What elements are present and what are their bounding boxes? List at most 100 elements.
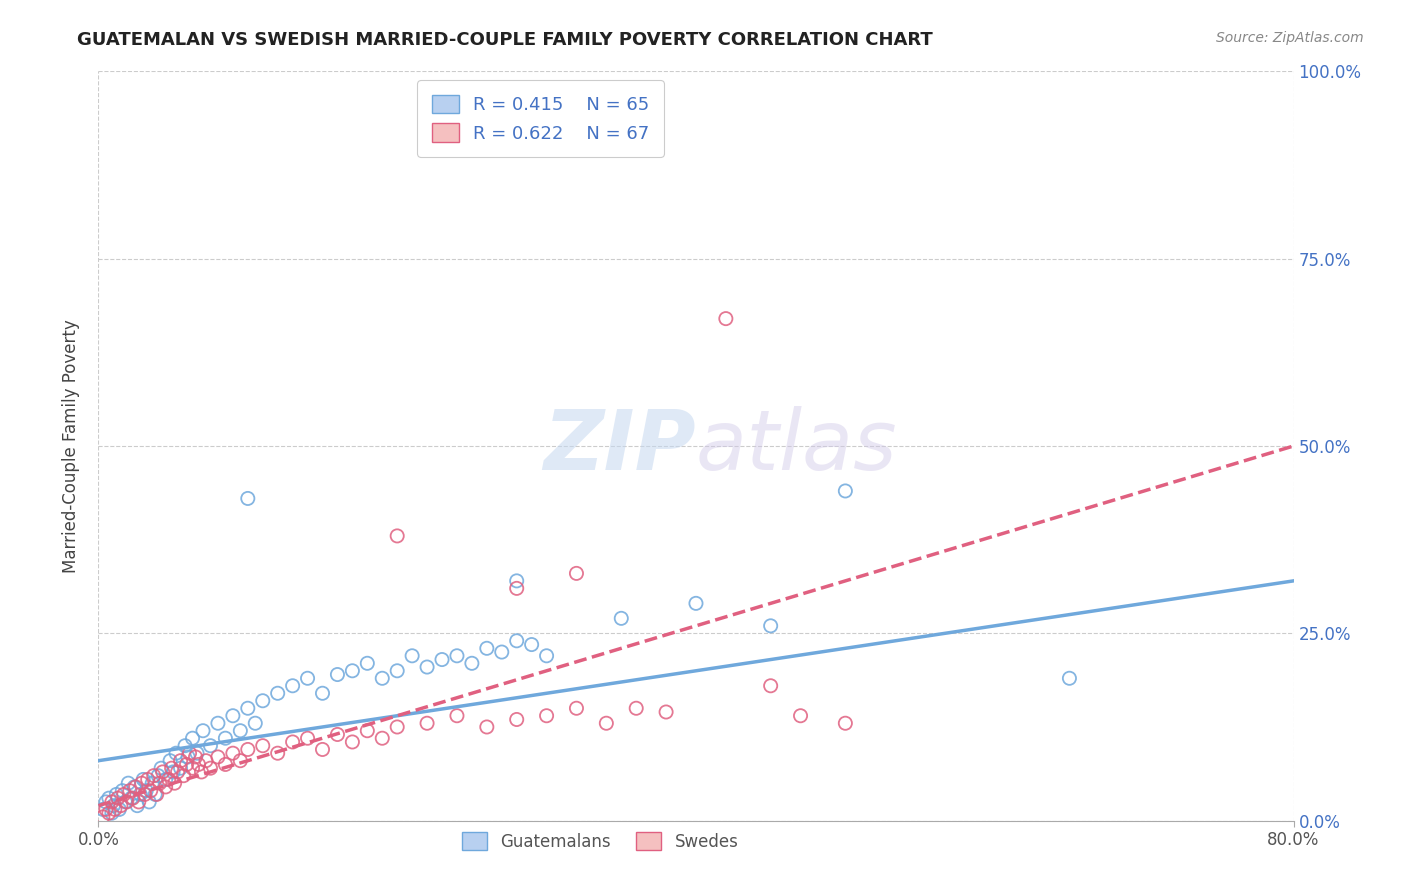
Point (655, 705, 678, 719)
Point (214, 757, 236, 772)
Point (111, 783, 134, 797)
Point (103, 798, 125, 813)
Point (222, 746, 245, 760)
Point (97, 806, 120, 821)
Point (385, 720, 409, 734)
Point (117, 776, 139, 790)
Point (385, 529, 409, 543)
Point (121, 791, 143, 805)
Point (176, 757, 198, 772)
Point (132, 772, 155, 787)
Point (565, 566, 588, 581)
Point (610, 611, 633, 625)
Point (342, 664, 364, 678)
Point (506, 582, 529, 596)
Point (97, 791, 120, 805)
Point (91, 810, 114, 824)
Point (416, 660, 439, 674)
Point (475, 641, 498, 656)
Point (714, 311, 737, 326)
Point (229, 723, 252, 738)
Point (118, 783, 141, 797)
Point (245, 716, 267, 731)
Point (169, 754, 191, 768)
Point (252, 694, 274, 708)
Point (94, 802, 117, 816)
Point (150, 761, 173, 775)
Point (236, 491, 259, 506)
Y-axis label: Married-Couple Family Poverty: Married-Couple Family Poverty (62, 319, 80, 573)
Point (145, 788, 167, 802)
Point (267, 746, 290, 760)
Point (789, 708, 811, 723)
Point (155, 772, 177, 787)
Point (181, 731, 204, 746)
Point (475, 720, 498, 734)
Point (834, 483, 856, 498)
Point (385, 664, 409, 678)
Point (207, 716, 229, 731)
Point (110, 798, 132, 813)
Point (94, 795, 117, 809)
Point (177, 750, 200, 764)
Point (149, 776, 172, 790)
Point (222, 708, 245, 723)
Point (108, 802, 131, 816)
Point (138, 795, 160, 809)
Point (229, 754, 252, 768)
Point (157, 772, 180, 787)
Point (595, 716, 617, 731)
Point (297, 731, 319, 746)
Point (128, 795, 150, 809)
Point (163, 776, 186, 790)
Point (759, 679, 782, 693)
Point (190, 764, 212, 779)
Point (195, 754, 218, 768)
Point (125, 780, 148, 794)
Point (91, 802, 114, 816)
Point (430, 652, 453, 666)
Point (124, 780, 146, 794)
Point (371, 731, 394, 746)
Point (160, 761, 183, 775)
Point (416, 716, 439, 731)
Point (281, 679, 304, 693)
Point (536, 648, 558, 663)
Point (200, 739, 222, 753)
Point (536, 708, 558, 723)
Point (135, 783, 157, 797)
Point (506, 633, 529, 648)
Point (461, 657, 484, 671)
Point (148, 769, 170, 783)
Point (181, 761, 204, 775)
Point (207, 750, 229, 764)
Point (184, 750, 207, 764)
Point (101, 806, 124, 821)
Point (759, 619, 782, 633)
Text: ZIP: ZIP (543, 406, 696, 486)
Point (129, 788, 152, 802)
Point (356, 657, 378, 671)
Point (142, 769, 165, 783)
Point (491, 645, 513, 659)
Point (155, 780, 177, 794)
Point (214, 731, 236, 746)
Point (141, 776, 163, 790)
Point (236, 742, 259, 756)
Point (356, 723, 378, 738)
Point (179, 746, 201, 760)
Point (446, 648, 468, 663)
Legend: Guatemalans, Swedes: Guatemalans, Swedes (456, 826, 745, 857)
Point (114, 795, 136, 809)
Point (236, 701, 259, 715)
Point (143, 788, 166, 802)
Point (506, 574, 529, 588)
Point (187, 757, 209, 772)
Text: atlas: atlas (696, 406, 897, 486)
Point (401, 648, 423, 663)
Point (565, 701, 588, 715)
Point (162, 764, 184, 779)
Point (107, 791, 129, 805)
Point (267, 686, 290, 700)
Point (136, 772, 159, 787)
